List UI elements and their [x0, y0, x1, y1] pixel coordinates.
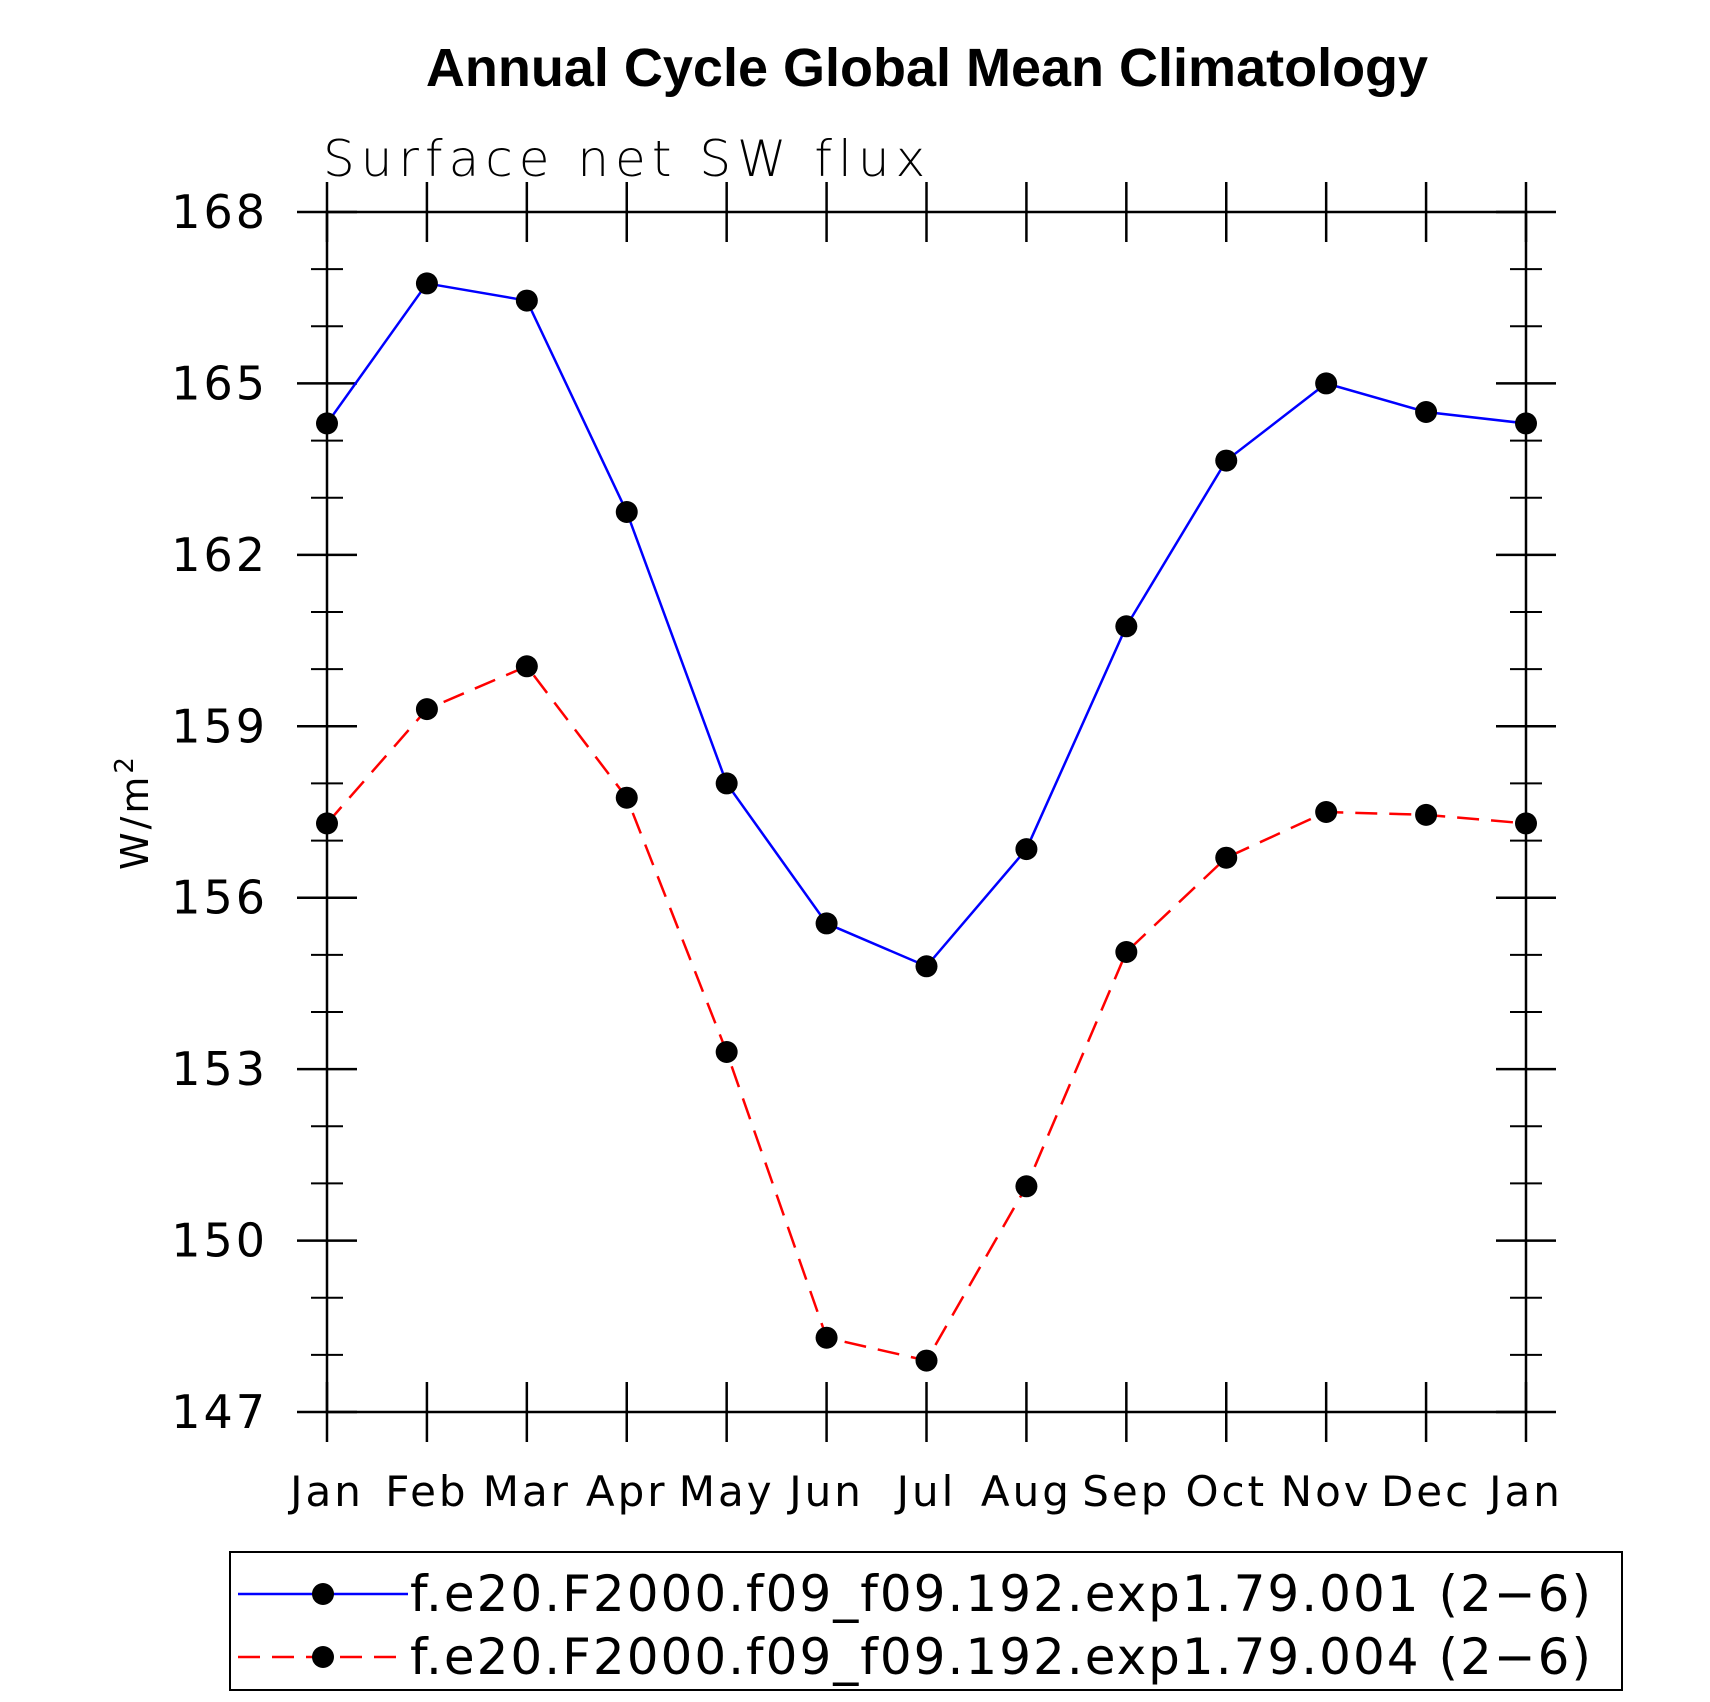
data-point-series-2	[415, 698, 438, 721]
legend-box	[229, 1551, 1623, 1691]
y-axis-label: W/m2	[110, 754, 157, 870]
x-tick-label: Jun	[786, 1467, 864, 1516]
data-point-series-2	[715, 1041, 738, 1063]
y-tick-label: 150	[171, 1214, 268, 1268]
data-point-series-1	[1015, 838, 1038, 861]
data-point-series-2	[515, 655, 538, 678]
data-point-series-1	[715, 772, 738, 795]
data-point-series-1	[1315, 372, 1338, 395]
data-point-series-1	[615, 501, 638, 523]
y-tick-label: 147	[171, 1385, 268, 1439]
data-point-series-2	[915, 1349, 938, 1372]
data-point-series-1	[1515, 412, 1537, 435]
data-point-series-1	[515, 289, 538, 312]
legend-layer: f.e20.F2000.f09_f09.192.exp1.79.001 (2−6…	[229, 1551, 1623, 1691]
data-point-series-2	[1315, 801, 1338, 823]
legend-label-2: f.e20.F2000.f09_f09.192.exp1.79.004 (2−6…	[410, 1628, 1593, 1686]
x-tick-label: Jan	[287, 1467, 364, 1516]
legend-marker-1	[312, 1583, 334, 1605]
x-tick-label: Jul	[894, 1467, 957, 1516]
chart-subtitle: Surface net SW flux	[323, 130, 931, 188]
data-point-series-2	[1115, 941, 1138, 963]
y-tick-label: 159	[171, 699, 268, 753]
data-point-series-2	[815, 1326, 838, 1349]
y-axis-label-superscript: 2	[110, 754, 140, 774]
data-point-series-1	[1115, 615, 1138, 638]
data-point-series-1	[316, 412, 338, 435]
data-point-series-1	[1415, 401, 1438, 423]
plot-frame	[325, 210, 1528, 1414]
x-tick-label: Mar	[483, 1467, 571, 1516]
data-point-series-2	[1515, 812, 1537, 835]
x-tick-label: Aug	[981, 1467, 1072, 1516]
y-axis-label-unit: W/m	[113, 774, 157, 870]
legend-label-1: f.e20.F2000.f09_f09.192.exp1.79.001 (2−6…	[410, 1565, 1593, 1623]
y-tick-label: 156	[171, 871, 268, 925]
data-point-series-1	[915, 955, 938, 978]
x-tick-label: Nov	[1281, 1467, 1372, 1516]
data-point-series-2	[615, 786, 638, 809]
x-tick-label: Oct	[1185, 1467, 1267, 1516]
y-tick-label: 153	[171, 1042, 268, 1096]
data-point-series-1	[815, 912, 838, 935]
x-tick-label: Sep	[1082, 1467, 1170, 1516]
series-layer	[316, 272, 1537, 1372]
series-line-2	[326, 664, 1527, 1362]
x-tick-label: Jan	[1486, 1467, 1563, 1516]
labels-layer: Annual Cycle Global Mean Climatology Surf…	[110, 38, 1563, 1516]
legend-marker-2	[312, 1646, 334, 1668]
x-tick-label: Apr	[586, 1467, 668, 1516]
y-tick-label: 168	[171, 185, 268, 239]
x-tick-label: Dec	[1381, 1467, 1471, 1516]
data-point-series-2	[316, 812, 338, 835]
axes-layer	[325, 210, 1528, 1414]
data-point-series-2	[1015, 1175, 1038, 1198]
x-tick-label: Feb	[385, 1467, 468, 1516]
data-point-series-1	[415, 272, 438, 295]
y-tick-label: 165	[171, 356, 268, 410]
data-point-series-2	[1415, 803, 1438, 826]
data-point-series-1	[1215, 449, 1238, 472]
series-line-1	[325, 282, 1527, 968]
data-point-series-2	[1215, 846, 1238, 869]
x-tick-label: May	[679, 1467, 775, 1516]
ticks-layer	[297, 182, 1556, 1442]
chart-title: Annual Cycle Global Mean Climatology	[426, 38, 1428, 98]
y-tick-label: 162	[171, 528, 268, 582]
